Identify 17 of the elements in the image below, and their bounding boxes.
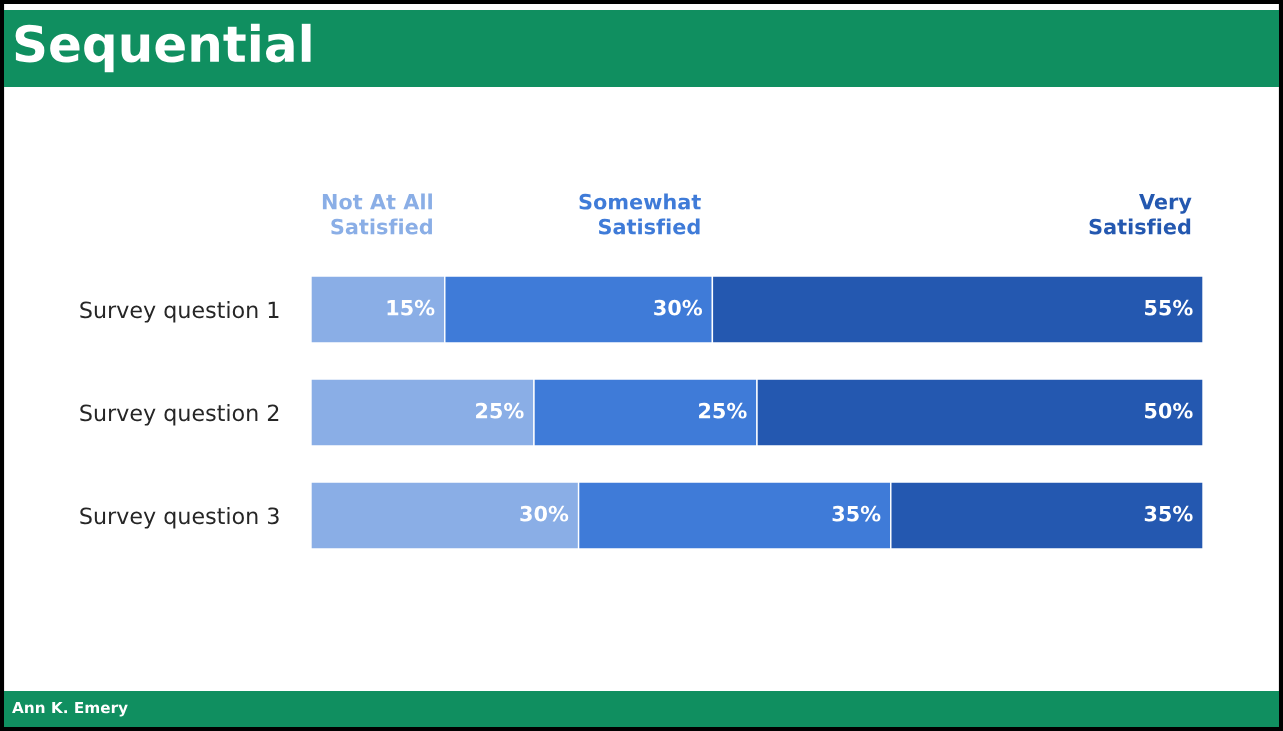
y-tick-label: Survey question 2 [80, 404, 279, 426]
data-label: 55% [1145, 299, 1193, 316]
chart-title: Sequential [15, 23, 311, 73]
data-label: 25% [476, 402, 524, 419]
text: Ann K. Emery [12, 701, 128, 717]
data-label: 35% [1144, 505, 1193, 522]
series-label: Somewhat Satisfied [579, 193, 701, 235]
data-label: 30% [520, 505, 569, 522]
series-label: Very Satisfied [1089, 193, 1192, 235]
y-tick-label: Survey question 1 [80, 301, 279, 323]
series-label: Not At All Satisfied [322, 193, 432, 235]
data-label: 15% [387, 299, 435, 316]
data-label: 35% [832, 505, 881, 522]
data-label: 30% [654, 299, 703, 316]
data-label: 25% [699, 402, 747, 419]
y-tick-label: Survey question 3 [80, 507, 279, 529]
data-label: 50% [1145, 402, 1193, 419]
